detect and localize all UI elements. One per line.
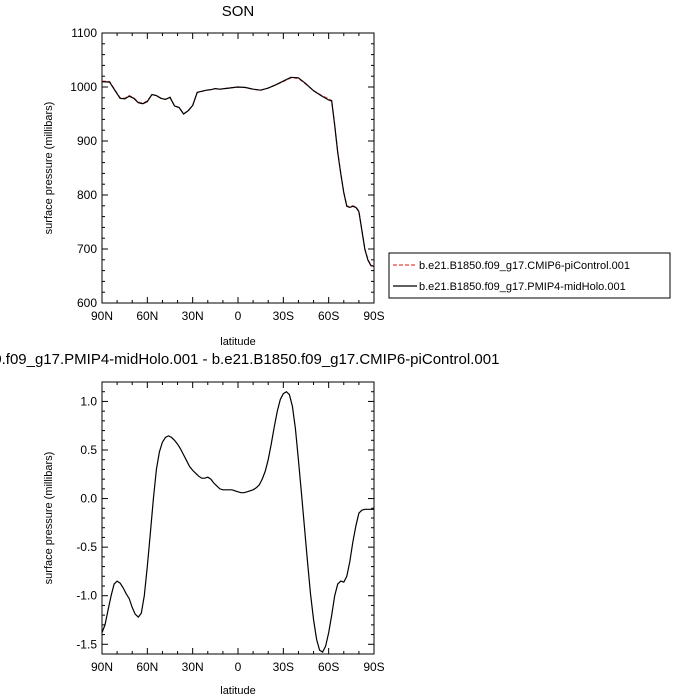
top-series-group [101,76,375,267]
y-tick-label-1-0: -1.0 [76,589,97,603]
y-tick-label-1100: 1100 [71,26,97,40]
bottom-x-axis-label: latitude [220,685,255,697]
top-chart: SON 90N 60N 30N 0 30S 60S 90S 600 700 800 900 1000… [43,3,385,348]
x-tick-label-90s: 90S [363,309,384,323]
top-plot-frame [101,32,375,304]
top-x-axis: 90N 60N 30N 0 30S 60S 90S [91,33,385,323]
x-tick-label-90n: 90N [91,660,113,674]
y-tick-label-1-0: 1.0 [80,394,97,408]
x-tick-label-90s: 90S [363,660,384,674]
bottom-series-group [101,390,374,653]
y-tick-label-1-5: -1.5 [76,637,97,651]
x-tick-label-0: 0 [235,309,242,323]
y-tick-label-1000: 1000 [70,80,97,94]
x-tick-label-60n: 60N [136,309,158,323]
y-tick-label-0-5: -0.5 [76,540,97,554]
x-tick-label-30n: 30N [182,309,204,323]
x-tick-label-60n: 60N [136,660,158,674]
bottom-y-axis-label: surface pressure (millibars) [43,452,55,585]
series-line-b-e21-b1850-f09-g17-pmip4-midholo-001 [101,76,375,267]
y-tick-label-800: 800 [77,188,97,202]
legend-label-picontrol: b.e21.B1850.f09_g17.CMIP6-piControl.001 [419,260,630,272]
legend-label-midholo: b.e21.B1850.f09_g17.PMIP4-midHolo.001 [419,281,626,293]
y-tick-label-600: 600 [77,296,97,310]
top-chart-title: SON [222,3,255,20]
x-tick-label-90n: 90N [91,309,113,323]
x-tick-label-30n: 30N [182,660,204,674]
series-line-b-e21-b1850-f09-g17-cmip6-picontrol-001 [101,77,375,267]
x-tick-label-0: 0 [235,660,242,674]
bottom-y-axis: -1.5 -1.0 -0.5 0.0 0.5 1.0 [76,381,374,655]
x-tick-label-60s: 60S [318,309,339,323]
x-tick-label-30s: 30S [273,309,294,323]
top-y-axis: 600 700 800 900 1000 1100 [70,26,374,310]
legend-box [388,252,671,299]
y-tick-label-900: 900 [77,134,97,148]
series-line-series-0 [101,390,374,653]
bottom-plot-frame [101,381,375,655]
top-y-axis-label: surface pressure (millibars) [43,102,55,235]
bottom-x-axis: 90N 60N 30N 0 30S 60S 90S [91,382,385,674]
x-tick-label-30s: 30S [273,660,294,674]
y-tick-label-0-5: 0.5 [80,443,97,457]
legend: b.e21.B1850.f09_g17.CMIP6-piControl.001 … [388,252,671,299]
top-x-axis-label: latitude [220,336,255,348]
y-tick-label-0-0: 0.0 [80,492,97,506]
x-tick-label-60s: 60S [318,660,339,674]
bottom-chart: 850.f09_g17.PMIP4-midHolo.001 - b.e21.B1… [0,351,499,697]
y-tick-label-700: 700 [77,242,97,256]
bottom-chart-title: 850.f09_g17.PMIP4-midHolo.001 - b.e21.B1… [0,351,499,368]
